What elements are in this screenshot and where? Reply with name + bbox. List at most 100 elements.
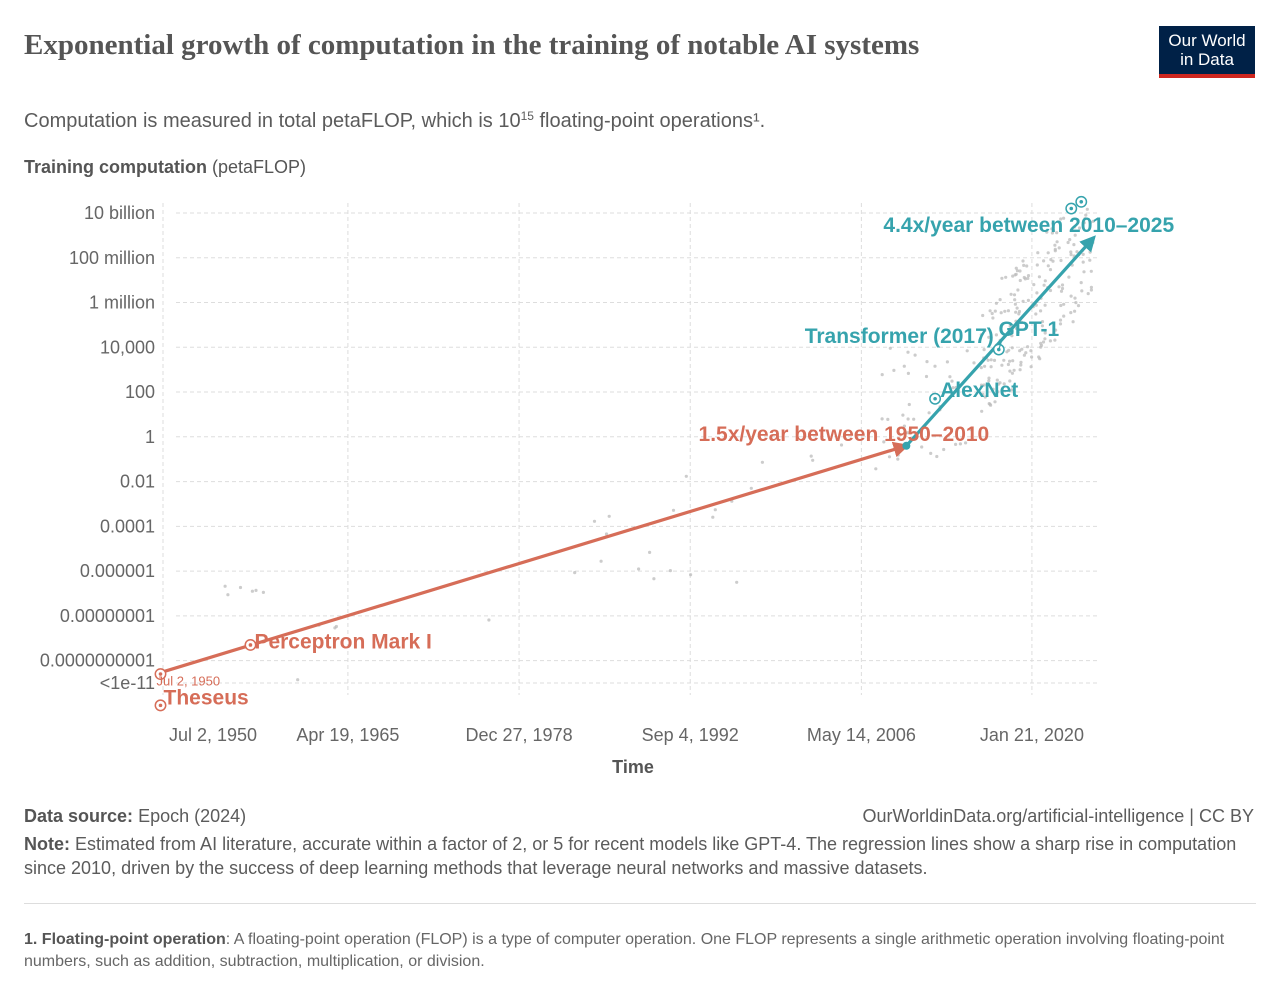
scatter-point	[1017, 312, 1021, 316]
chart-note: Note: Estimated from AI literature, accu…	[24, 832, 1244, 880]
scatter-point	[711, 515, 715, 519]
note-label: Note:	[24, 834, 70, 854]
scatter-point	[1067, 275, 1071, 279]
scatter-point	[981, 313, 985, 318]
scatter-point	[1042, 283, 1046, 287]
scatter-point	[1037, 275, 1041, 279]
scatter-point	[1013, 298, 1017, 302]
scatter-point	[995, 378, 999, 382]
scatter-point	[1035, 263, 1039, 267]
scatter-point	[1016, 330, 1020, 334]
scatter-point	[920, 445, 924, 449]
scatter-point	[906, 371, 911, 375]
scatter-point	[906, 431, 910, 435]
annotation-label: 4.4x/year between 2010–2025	[883, 214, 1174, 237]
highlight-point-dot	[1079, 200, 1084, 204]
scatter-point	[1026, 274, 1031, 278]
scatter-point	[1055, 240, 1059, 244]
scatter-point	[1079, 281, 1083, 285]
x-tick-label: Dec 27, 1978	[466, 725, 573, 745]
scatter-point	[983, 395, 987, 399]
x-tick-label: Sep 4, 1992	[642, 725, 739, 745]
scatter-point	[989, 403, 993, 407]
annotation-label: GPT-1	[999, 318, 1060, 341]
scatter-point	[1066, 240, 1070, 245]
scatter-point	[1043, 337, 1047, 341]
annotation-label: Jul 2, 1950	[157, 673, 221, 688]
scatter-point	[689, 573, 693, 577]
scatter-point	[1078, 226, 1082, 230]
scatter-point	[933, 364, 937, 368]
trend-line-2010-2025	[905, 235, 1096, 447]
scatter-point	[238, 585, 243, 590]
scatter-point	[713, 508, 717, 512]
scatter-point	[1053, 243, 1057, 247]
scatter-point	[684, 474, 688, 478]
scatter-point	[1062, 216, 1066, 220]
scatter-point	[998, 298, 1002, 302]
scatter-point	[1048, 339, 1052, 343]
scatter-point	[1055, 231, 1059, 235]
scatter-point	[1014, 326, 1019, 330]
scatter-point	[925, 360, 929, 364]
scatter-point	[991, 316, 995, 320]
scatter-point	[874, 467, 878, 471]
scatter-point	[913, 353, 917, 357]
scatter-point	[1085, 207, 1089, 211]
scatter-point	[906, 350, 910, 354]
scatter-point	[1012, 368, 1016, 372]
annotation-label: Transformer (2017)	[805, 325, 994, 348]
scatter-point	[1022, 275, 1026, 280]
scatter-point	[1008, 369, 1012, 373]
data-source-label: Data source:	[24, 806, 134, 826]
scatter-point	[1046, 251, 1050, 255]
scatter-point	[487, 618, 491, 622]
source-link[interactable]: OurWorldinData.org/artificial-intelligen…	[862, 806, 1255, 826]
scatter-point	[1032, 283, 1036, 287]
tick-labels-layer: <1e-110.0000000001 0.00000001 0.000001 0.00…	[40, 203, 1084, 745]
scatter-point	[1011, 274, 1015, 278]
scatter-point	[1072, 243, 1076, 247]
owid-logo[interactable]: Our World in Data	[1159, 26, 1255, 78]
scatter-point	[1059, 289, 1064, 293]
scatter-point	[599, 559, 603, 563]
scatter-point	[1072, 225, 1077, 229]
highlight-point-dot	[933, 396, 937, 401]
grid-layer	[162, 203, 1100, 695]
scatter-point	[1081, 252, 1085, 256]
scatter-point	[1081, 260, 1085, 264]
scatter-point	[886, 417, 890, 421]
scatter-point	[1011, 359, 1015, 363]
scatter-point	[907, 402, 911, 407]
scatter-point	[1057, 246, 1061, 250]
x-tick-label: May 14, 2006	[807, 725, 916, 745]
scatter-point	[1089, 220, 1093, 224]
scatter-point	[637, 567, 641, 571]
scatter-point	[811, 458, 815, 462]
scatter-point	[1069, 253, 1073, 257]
scatter-point	[1058, 322, 1063, 326]
scatter-point	[989, 358, 993, 362]
scatter-point	[1026, 345, 1030, 349]
scatter-point	[901, 413, 905, 417]
scatter-point	[1068, 238, 1072, 242]
scatter-point	[760, 460, 765, 464]
scatter-point	[991, 387, 995, 391]
scatter-point	[924, 374, 929, 379]
scatter-point	[1059, 303, 1063, 308]
scatter-point	[945, 360, 950, 364]
scatter-point	[1054, 328, 1058, 332]
scatter-point	[1036, 251, 1040, 255]
scatter-point	[880, 417, 884, 421]
y-tick-label: 100 million	[69, 248, 155, 268]
scatter-point	[1045, 230, 1049, 234]
scatter-point	[980, 409, 984, 413]
scatter-point	[607, 514, 611, 518]
scatter-point	[592, 519, 597, 523]
scatter-point	[1051, 229, 1056, 233]
data-source-value[interactable]: Epoch (2024)	[138, 806, 247, 826]
scatter-point	[979, 383, 984, 387]
scatter-point	[972, 361, 976, 365]
scatter-point	[1016, 288, 1020, 292]
